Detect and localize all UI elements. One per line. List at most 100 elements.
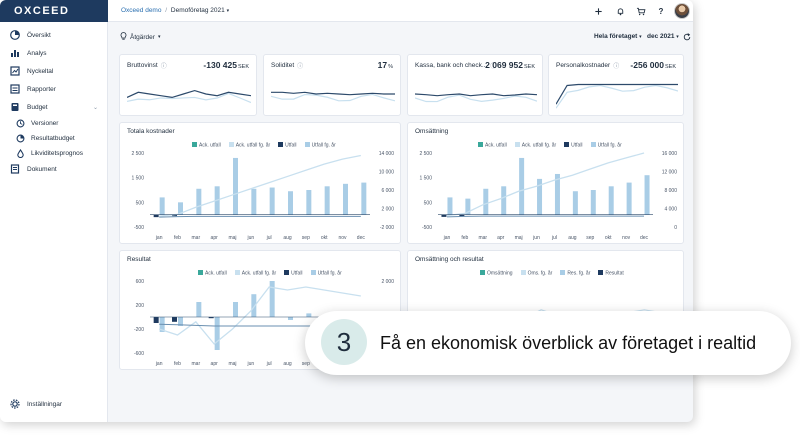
chart-card-totala-kostnader[interactable]: Totala kostnader Ack. utfall Ack. utfall… bbox=[119, 122, 401, 244]
chart-title: Totala kostnader bbox=[127, 128, 175, 135]
bar-utfall bbox=[172, 317, 177, 322]
company-selector[interactable]: Demoföretag 2021 bbox=[170, 7, 225, 14]
legend-item: Oms. fg. år bbox=[520, 270, 552, 277]
analysis-icon bbox=[9, 47, 21, 59]
bell-icon[interactable] bbox=[614, 5, 626, 17]
y2-tick-label: 4 000 bbox=[664, 207, 677, 213]
sidebar-item-label: Översikt bbox=[27, 31, 51, 39]
liquidity-icon bbox=[14, 147, 26, 159]
cart-icon[interactable] bbox=[635, 5, 647, 17]
bar-utfall-fg bbox=[483, 188, 489, 215]
bar-utfall-fg bbox=[519, 157, 525, 215]
sidebar-item-versioner[interactable]: Versioner bbox=[0, 115, 108, 131]
kpi-card-soliditet[interactable]: Soliditet ⓘ 17% bbox=[263, 54, 401, 116]
line-ack-utfall-fg bbox=[159, 154, 361, 217]
y-tick-label: -600 bbox=[134, 351, 144, 357]
x-tick-label: maj bbox=[515, 235, 523, 241]
chart-legend: Ack. utfall Ack. utfall fg. år Utfall Ut… bbox=[478, 142, 622, 149]
chart-legend: Ack. utfall Ack. utfall fg. år Utfall Ut… bbox=[192, 142, 336, 149]
sparkline-current bbox=[556, 83, 678, 105]
bar-utfall-fg bbox=[554, 173, 560, 215]
x-tick-label: jun bbox=[246, 361, 254, 367]
reports-icon bbox=[9, 83, 21, 95]
line-ack-utfall bbox=[159, 215, 361, 218]
kpi-card-personalkostnader[interactable]: Personalkostnader ⓘ -256 000SEK bbox=[548, 54, 684, 116]
kpi-card-bruttovinst[interactable]: Bruttovinst ⓘ -130 425SEK bbox=[119, 54, 257, 116]
info-icon[interactable]: ⓘ bbox=[160, 64, 167, 70]
chart-card-omsattning[interactable]: Omsättning Ack. utfall Ack. utfall fg. å… bbox=[407, 122, 684, 244]
bar-utfall bbox=[459, 214, 465, 217]
scope-select[interactable]: Hela företaget ▾ bbox=[594, 33, 642, 40]
period-select[interactable]: dec 2021 ▾ bbox=[647, 33, 679, 40]
chart-legend: Omsättning Oms. fg. år Res. fg. år Resul… bbox=[480, 270, 624, 277]
sidebar-item-likviditetsprognos[interactable]: Likviditetsprognos bbox=[0, 145, 108, 161]
chevron-down-icon: ▾ bbox=[157, 34, 161, 40]
sidebar: OXCEED Översikt Analys Nyckeltal Rapport… bbox=[0, 0, 108, 422]
sidebar-item-oversikt[interactable]: Översikt bbox=[0, 27, 108, 43]
sidebar-item-label: Nyckeltal bbox=[27, 67, 54, 75]
add-icon[interactable] bbox=[592, 5, 604, 17]
refresh-icon[interactable] bbox=[681, 31, 693, 43]
info-icon[interactable]: ⓘ bbox=[613, 64, 620, 70]
chart-title: Omsättning bbox=[415, 128, 449, 135]
y2-tick-label: 8 000 bbox=[664, 188, 677, 194]
sidebar-item-label: Budget bbox=[27, 103, 48, 111]
avatar[interactable] bbox=[674, 3, 690, 19]
kpi-sparkline bbox=[271, 91, 395, 102]
x-tick-label: jan bbox=[155, 235, 163, 241]
breadcrumb-root[interactable]: Oxceed demo bbox=[121, 7, 162, 14]
x-tick-label: apr bbox=[211, 361, 219, 367]
logo[interactable]: OXCEED bbox=[0, 0, 108, 22]
legend-item: Utfall bbox=[564, 142, 583, 149]
chart-title: Resultat bbox=[127, 256, 151, 263]
y2-tick-label: 0 bbox=[674, 225, 677, 231]
bar-utfall-fg bbox=[178, 202, 183, 215]
bar-utfall-fg bbox=[251, 188, 257, 215]
x-tick-label: sep bbox=[302, 361, 310, 367]
sidebar-item-nyckeltal[interactable]: Nyckeltal bbox=[0, 63, 108, 79]
bar-utfall-fg bbox=[447, 197, 453, 215]
help-icon[interactable]: ? bbox=[658, 6, 664, 16]
sidebar-item-rapporter[interactable]: Rapporter bbox=[0, 81, 108, 97]
x-tick-label: mar bbox=[192, 361, 201, 367]
kpi-card-kassa[interactable]: Kassa, bank och check... ⓘ 2 069 952SEK bbox=[407, 54, 543, 116]
bar-utfall-fg bbox=[306, 190, 312, 215]
actions-menu[interactable]: Åtgärder ▾ bbox=[120, 32, 160, 42]
sidebar-item-dokument[interactable]: Dokument bbox=[0, 161, 108, 177]
legend-item: Ack. utfall bbox=[198, 270, 227, 277]
x-tick-label: aug bbox=[568, 235, 577, 241]
y-tick-label: -500 bbox=[422, 225, 432, 231]
callout-text: Få en ekonomisk överblick av företaget i… bbox=[380, 333, 757, 353]
bar-utfall-fg bbox=[196, 188, 202, 215]
line-ack-utfall-fg bbox=[446, 152, 645, 217]
sidebar-item-analys[interactable]: Analys bbox=[0, 45, 108, 61]
x-tick-label: mar bbox=[192, 235, 201, 241]
sidebar-item-label: Likviditetsprognos bbox=[31, 149, 84, 157]
bar-utfall-fg bbox=[214, 317, 220, 350]
sidebar-item-budget[interactable]: Budget ⌄ bbox=[0, 99, 108, 115]
sidebar-item-resultatbudget[interactable]: Resultatbudget bbox=[0, 130, 108, 146]
kpi-value: -256 000SEK bbox=[630, 60, 676, 70]
sidebar-item-label: Dokument bbox=[27, 165, 57, 173]
sidebar-item-label: Versioner bbox=[31, 119, 59, 127]
x-tick-label: maj bbox=[228, 361, 236, 367]
bar-utfall-fg bbox=[178, 317, 183, 326]
sparkline-prev-year bbox=[415, 94, 537, 103]
kpi-title: Personalkostnader ⓘ bbox=[556, 62, 620, 70]
info-icon[interactable]: ⓘ bbox=[297, 64, 304, 70]
y-tick-label: 1 500 bbox=[419, 176, 432, 182]
x-tick-label: feb bbox=[461, 235, 468, 241]
scope-label: Hela företaget bbox=[594, 33, 638, 40]
y2-tick-label: 10 000 bbox=[379, 170, 395, 176]
info-icon[interactable]: ⓘ bbox=[490, 64, 497, 70]
kpi-value: 2 069 952SEK bbox=[485, 60, 535, 70]
legend-item: Ack. utfall bbox=[192, 142, 221, 149]
legend-item: Utfall bbox=[284, 270, 303, 277]
sidebar-item-settings[interactable]: Inställningar bbox=[0, 396, 108, 412]
x-tick-label: jul bbox=[266, 235, 272, 241]
bar-chart: 2 500 1 500 500 -500 14 000 10 000 6 000 2 000 -… bbox=[131, 151, 395, 241]
period-label: dec 2021 bbox=[647, 33, 675, 40]
bar-utfall-fg bbox=[608, 186, 614, 215]
sidebar-item-label: Rapporter bbox=[27, 85, 56, 93]
chart-legend: Ack. utfall Ack. utfall fg. år Utfall Ut… bbox=[198, 270, 342, 277]
